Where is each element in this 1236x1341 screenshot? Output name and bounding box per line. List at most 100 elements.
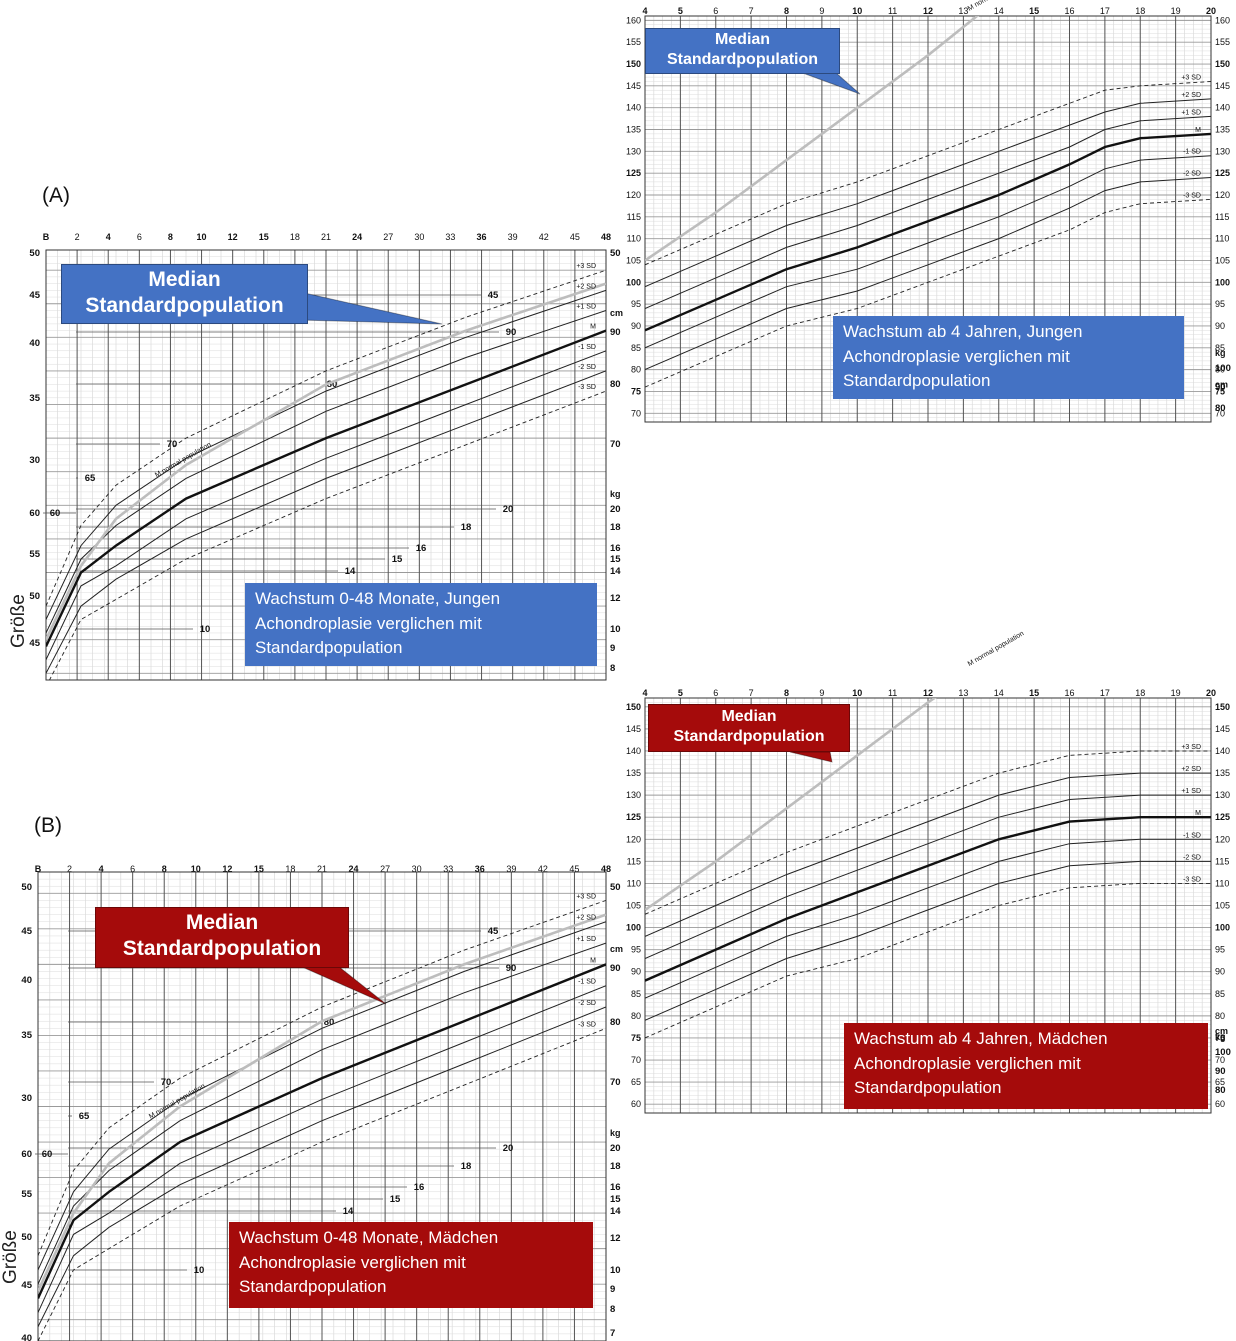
y-tick-label-right: 135 [1215, 125, 1230, 135]
y-tick-label: 100 [626, 277, 641, 287]
inner-label: 70 [167, 439, 178, 450]
series-line [46, 329, 606, 647]
series-line [645, 882, 1211, 1039]
y-tick-label-right: 70 [610, 439, 621, 450]
panel-label-b: (B) [34, 814, 62, 837]
plot-frame [37, 871, 607, 1341]
y-axis-label-b: Größe [0, 1230, 21, 1284]
series-label: -1 SD [578, 979, 596, 986]
series-label: -1 SD [1183, 149, 1201, 156]
series-label: +3 SD [576, 263, 596, 270]
x-tick-label: 9 [819, 688, 824, 698]
x-tick-label: 2 [75, 232, 80, 242]
curves [645, 698, 1211, 1039]
y-tick-label: 145 [626, 81, 641, 91]
x-tick-label: 4 [106, 232, 111, 242]
series-line [645, 698, 937, 911]
inner-label: 14 [343, 1206, 354, 1217]
kg-tick-label: 14 [610, 1206, 621, 1217]
kg-tick-label: 18 [610, 522, 621, 533]
panel-label-a: (A) [42, 184, 70, 207]
y-tick-label-right: 130 [1215, 790, 1230, 800]
inner-label: 80 [327, 379, 338, 390]
y-tick-label: 60 [21, 1149, 32, 1160]
x-tick-label: 33 [443, 864, 453, 874]
chart-svg-B_small: B 2 4 6 8 10 12 15 18 21 24 27 30 33 36 39 42 45 485045403… [21, 864, 623, 1341]
x-tick-label: 39 [508, 232, 518, 242]
series-label: -1 SD [1183, 832, 1201, 839]
series-label: +3 SD [576, 893, 596, 900]
y-tick-label: 60 [29, 508, 40, 519]
y-tick-label: 65 [631, 1077, 641, 1087]
x-tick-label: 27 [383, 232, 393, 242]
x-tick-label: 16 [1064, 6, 1074, 16]
y-tick-label: 105 [626, 901, 641, 911]
y-tick-label-right: 125 [1215, 812, 1230, 822]
x-tick-label: 24 [349, 864, 359, 874]
series-label: +1 SD [1181, 109, 1201, 116]
y-tick-label: 55 [21, 1189, 32, 1200]
info-line3: Standardpopulation [843, 371, 991, 391]
y-tick-label: 110 [627, 234, 641, 244]
x-tick-label: 8 [168, 232, 173, 242]
x-tick-label: 21 [317, 864, 327, 874]
y-tick-label: 110 [627, 878, 641, 888]
series-line [46, 370, 606, 674]
y-tick-label: 115 [627, 856, 641, 866]
y-tick-label-right: 90 [610, 963, 621, 974]
inner-label: 20 [503, 1143, 514, 1154]
x-tick-label: 7 [749, 6, 754, 16]
series-label: +2 SD [1181, 92, 1201, 99]
y-tick-label: 150 [626, 59, 641, 69]
series-line [38, 1027, 606, 1341]
y-tick-label-right: 100 [1215, 277, 1230, 287]
y-tick-label-right: 130 [1215, 146, 1230, 156]
series-line [38, 921, 606, 1271]
kg-tick-label: 16 [610, 1182, 621, 1193]
series-label: -2 SD [578, 364, 596, 371]
inner-label: 90 [506, 327, 517, 338]
y-tick-label-right: 120 [1215, 834, 1230, 844]
x-tick-label: 15 [1029, 688, 1039, 698]
y-tick-label: 130 [626, 146, 641, 156]
y-tick-label-right: 140 [1215, 746, 1230, 756]
x-tick-label: 24 [352, 232, 362, 242]
y-tick-label: 125 [626, 168, 641, 178]
kg-tick-label: 10 [610, 624, 621, 635]
series-line [645, 794, 1211, 959]
x-tick-label: 6 [713, 688, 718, 698]
x-tick-label: 21 [321, 232, 331, 242]
curves [38, 899, 606, 1341]
x-tick-label: 19 [1171, 688, 1181, 698]
series-line [38, 942, 606, 1285]
y-tick-label: 155 [626, 37, 641, 47]
x-tick-label: 4 [642, 6, 647, 16]
series-line [38, 963, 606, 1299]
inner-label: 20 [503, 504, 514, 515]
y-tick-label-right: 115 [1215, 212, 1229, 222]
y-tick-label-right: 95 [1215, 945, 1225, 955]
y-tick-label-right: 150 [1215, 59, 1230, 69]
series-label: +2 SD [576, 283, 596, 290]
x-tick-label: 36 [477, 232, 487, 242]
x-tick-label: 8 [784, 688, 789, 698]
series-line [38, 985, 606, 1313]
inner-label: 18 [461, 1161, 472, 1172]
kg-tick-label: 90 [1215, 1066, 1226, 1077]
y-tick-label-right: 80 [1215, 1011, 1225, 1021]
median-callout-b-big: Median Standardpopulation [648, 704, 850, 752]
series-label: -2 SD [1183, 854, 1201, 861]
series-line [645, 16, 980, 262]
series-line [645, 860, 1211, 1021]
kg-tick-label: 100 [1215, 1047, 1231, 1058]
unit-cm-label: cm [610, 944, 623, 954]
y-tick-label: 70 [631, 408, 641, 418]
inner-label: 70 [161, 1077, 172, 1088]
x-tick-label: 12 [228, 232, 238, 242]
y-tick-label: 35 [21, 1030, 32, 1041]
kg-tick-label: 10 [610, 1265, 621, 1276]
inner-label: 60 [42, 1149, 53, 1160]
info-line1: Wachstum 0-48 Monate, Jungen [255, 589, 501, 608]
plot-frame [644, 697, 1212, 1114]
x-tick-label: 8 [784, 6, 789, 16]
